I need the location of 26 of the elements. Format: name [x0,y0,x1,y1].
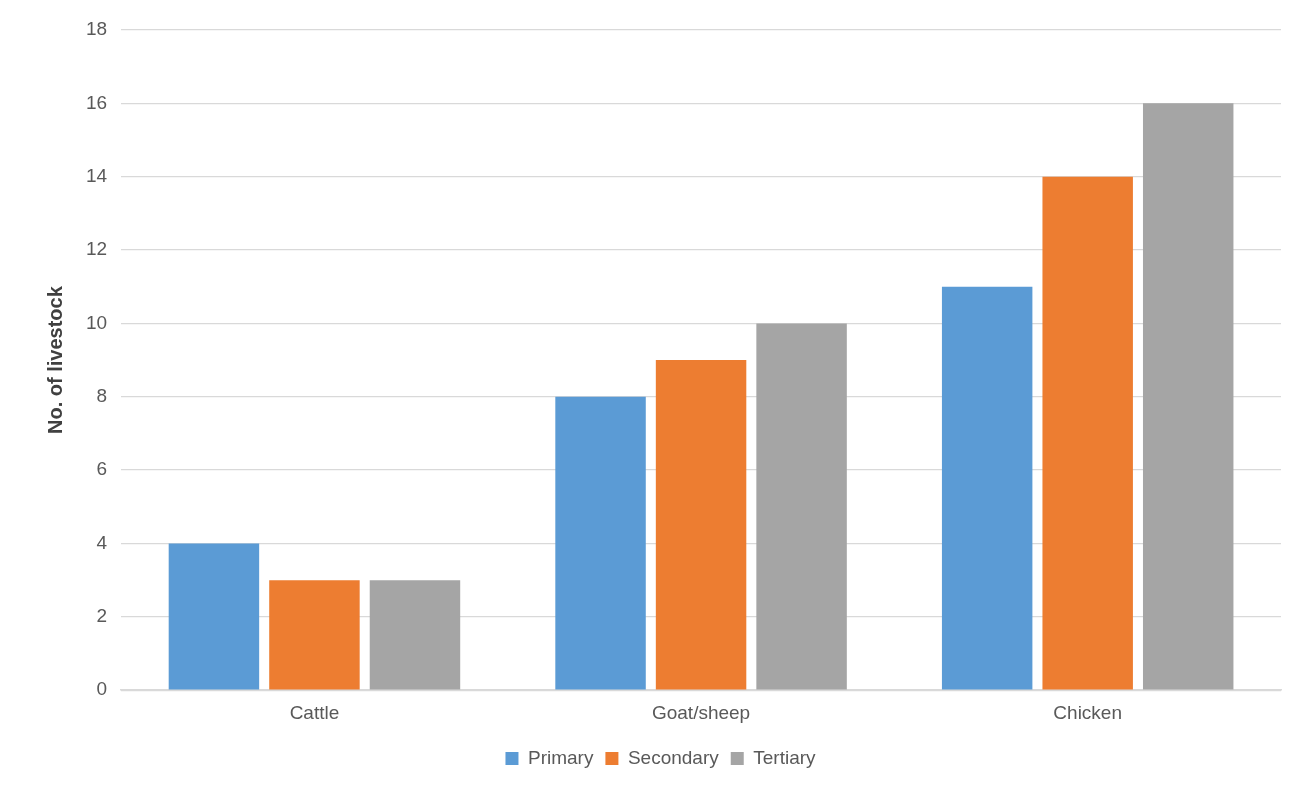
legend-label: Tertiary [753,746,817,768]
bar [941,286,1033,690]
bar [655,360,747,690]
y-tick-label: 10 [85,311,108,333]
y-tick-label: 2 [96,605,108,627]
bar [1142,103,1234,690]
bar [1042,176,1133,690]
y-tick-label: 14 [85,164,108,186]
bar [369,580,461,690]
bar [555,396,646,690]
legend-label: Secondary [627,746,720,768]
y-tick-label: 12 [85,238,108,260]
x-tick-label: Goat/sheep [651,701,751,723]
x-tick-label: Chicken [1053,701,1123,723]
y-tick-label: 4 [96,531,108,553]
y-axis-title: No. of livestock [43,285,66,435]
y-tick-label: 16 [85,91,108,113]
bar [269,580,360,690]
x-tick-label: Cattle [289,701,340,723]
y-tick-label: 18 [85,18,108,40]
legend-label: Primary [527,746,594,768]
bar [168,543,260,690]
bar [756,323,847,690]
y-tick-label: 0 [96,678,108,700]
y-tick-label: 8 [96,385,108,407]
y-tick-label: 6 [96,458,108,480]
